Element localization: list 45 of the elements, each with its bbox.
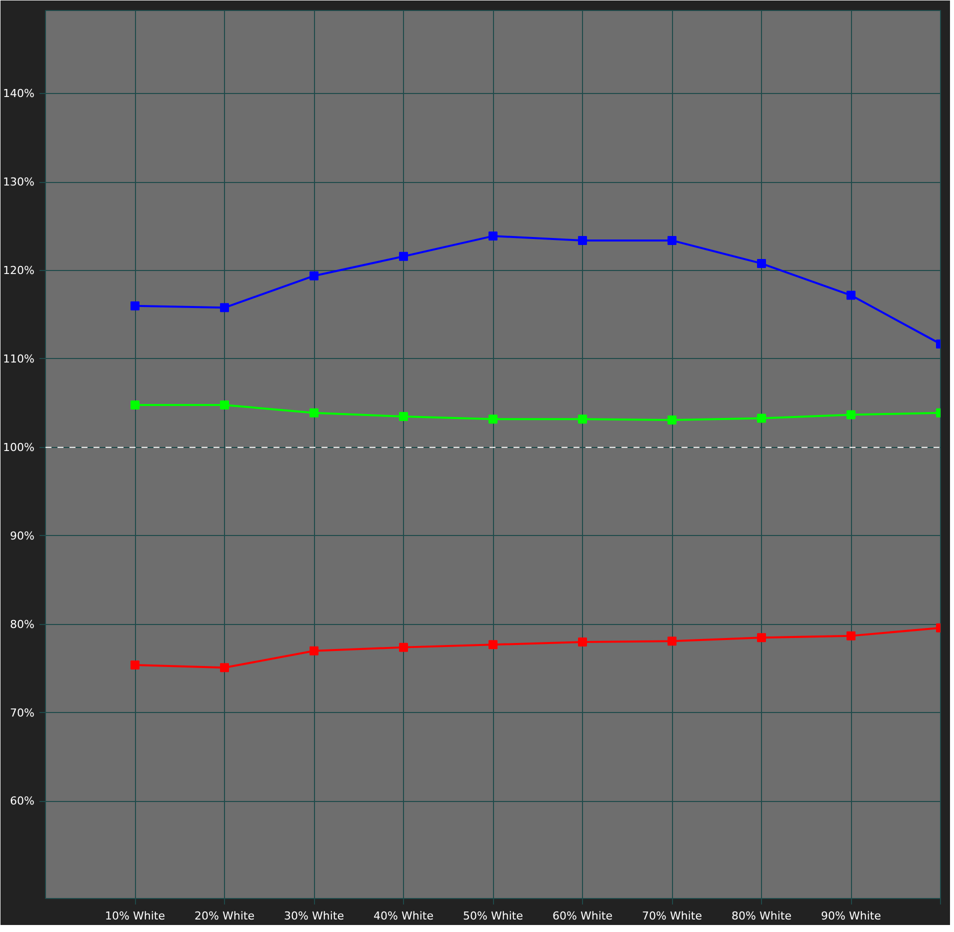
point <box>757 633 766 642</box>
point <box>668 416 676 425</box>
x-tick-label: 30% White <box>284 910 344 922</box>
point <box>488 414 498 424</box>
point <box>578 236 587 245</box>
x-tick-label: 10% White <box>105 910 166 922</box>
y-tick-label: 70% <box>10 706 35 720</box>
point <box>310 271 318 280</box>
point <box>668 636 676 646</box>
x-tick-label: 90% White <box>821 910 882 922</box>
y-tick-label: 80% <box>10 618 35 631</box>
point <box>220 400 229 410</box>
point <box>578 414 587 424</box>
point <box>310 408 318 418</box>
x-tick-label: 70% White <box>642 910 702 922</box>
x-tick-label: 40% White <box>374 910 434 922</box>
x-tick-label: 80% White <box>732 910 792 922</box>
y-tick-label: 60% <box>10 794 35 808</box>
point <box>757 414 766 423</box>
y-tick-label: 120% <box>3 264 35 278</box>
x-tick-label: 60% White <box>552 910 613 922</box>
x-tick-label: 50% White <box>463 910 524 922</box>
point <box>399 412 408 421</box>
point <box>220 663 229 672</box>
point <box>399 252 408 261</box>
point <box>846 290 856 300</box>
y-tick-label: 90% <box>10 529 35 542</box>
point <box>310 646 318 656</box>
y-tick-label: 140% <box>3 87 35 100</box>
y-tick-label: 100% <box>3 440 35 454</box>
point <box>130 400 140 410</box>
point <box>846 631 856 640</box>
point <box>130 301 140 310</box>
y-tick-label: 110% <box>3 352 35 366</box>
point <box>846 410 856 420</box>
point <box>488 232 498 241</box>
point <box>130 660 140 670</box>
y-tick-label: 130% <box>3 176 35 189</box>
point <box>220 303 229 312</box>
point <box>399 642 408 652</box>
point <box>757 258 766 268</box>
x-tick-label: 20% White <box>194 910 255 922</box>
point <box>578 638 587 647</box>
point <box>488 640 498 650</box>
point <box>668 236 676 245</box>
